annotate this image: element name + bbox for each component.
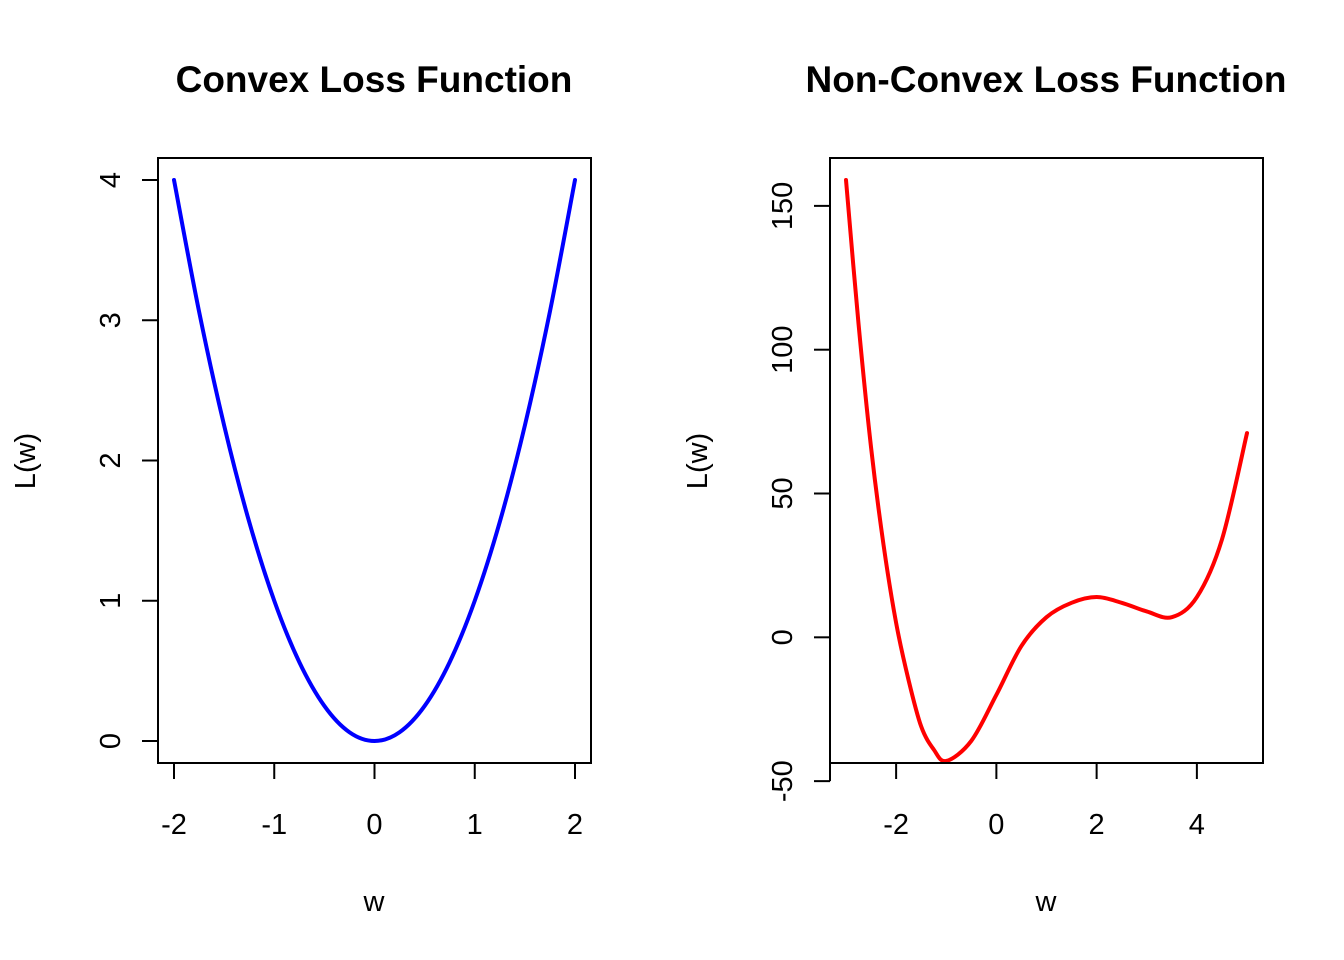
- nonconvex-y-tick-label: 100: [767, 326, 799, 374]
- nonconvex-x-tick-label: 4: [1189, 809, 1205, 841]
- convex-plot-frame: [157, 157, 592, 764]
- convex-x-tick-label: 0: [366, 809, 382, 841]
- convex-y-axis: 0 1 2 3 4: [95, 172, 159, 749]
- convex-series-line: [172, 178, 577, 743]
- convex-x-tick-label: 1: [467, 809, 483, 841]
- nonconvex-x-tick-label: 2: [1089, 809, 1105, 841]
- nonconvex-x-tick-label: 0: [988, 809, 1004, 841]
- convex-y-tick-label: 2: [95, 452, 127, 468]
- nonconvex-x-axis-label: w: [1035, 886, 1058, 918]
- nonconvex-series-line: [844, 178, 1249, 764]
- convex-y-tick-label: 3: [95, 312, 127, 328]
- nonconvex-y-tick-label: 50: [767, 477, 799, 509]
- nonconvex-y-axis-label: L(w): [682, 433, 714, 489]
- convex-y-tick-label: 4: [95, 172, 127, 188]
- convex-y-tick-label: 0: [95, 733, 127, 749]
- convex-x-tick-label: 2: [567, 809, 583, 841]
- convex-chart: Convex Loss Function -2 -1 0 1 2 0 1 2 3 4 w L(w…: [10, 59, 592, 918]
- nonconvex-y-tick-label: 150: [767, 182, 799, 230]
- convex-y-axis-label: L(w): [10, 433, 42, 489]
- convex-x-tick-label: -2: [161, 809, 187, 841]
- nonconvex-y-tick-label: 0: [767, 629, 799, 645]
- nonconvex-plot-frame: [829, 157, 1264, 764]
- convex-chart-title: Convex Loss Function: [176, 59, 573, 100]
- convex-x-axis-label: w: [363, 886, 386, 918]
- nonconvex-x-axis: -2 0 2 4: [883, 762, 1205, 841]
- nonconvex-chart-title: Non-Convex Loss Function: [806, 59, 1287, 100]
- convex-y-tick-label: 1: [95, 593, 127, 609]
- nonconvex-y-tick-label: -50: [767, 760, 799, 802]
- convex-x-axis: -2 -1 0 1 2: [161, 762, 583, 841]
- nonconvex-y-axis: -50 0 50 100 150: [767, 182, 831, 802]
- nonconvex-x-tick-label: -2: [883, 809, 909, 841]
- convex-x-tick-label: -1: [261, 809, 287, 841]
- nonconvex-chart: Non-Convex Loss Function -2 0 2 4 -50 0 50 100…: [682, 59, 1287, 918]
